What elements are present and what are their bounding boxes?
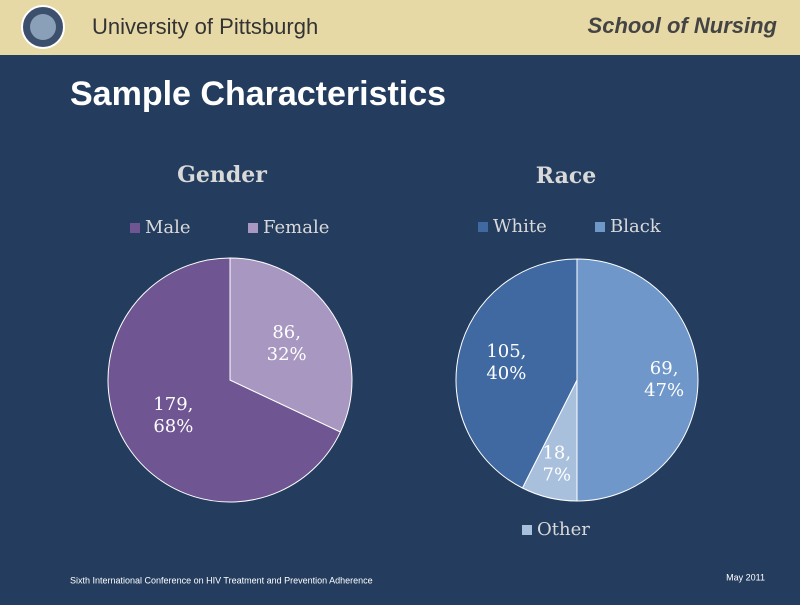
header-left: University of Pittsburgh [92,14,318,39]
pie-slice [455,258,578,489]
pie-slice [229,257,353,433]
slice-label: 69, [650,358,679,379]
legend-swatch [130,223,140,233]
slide-title: Sample Characteristics [70,75,446,113]
slice-label: 68% [153,416,193,437]
legend-swatch [595,222,605,232]
slice-label: 40% [486,363,526,384]
slice-label: 179, [153,394,193,415]
legend-label: Male [145,217,191,238]
pie-slice [107,257,342,503]
footer-right: May 2011 [726,572,765,582]
legend-label: Other [537,519,590,540]
slice-label: 47% [644,380,684,401]
legend-swatch [522,525,532,535]
chart-title: Race [536,163,596,189]
slice-label: 18, [542,443,571,464]
legend-label: Female [263,217,329,238]
slice-label: 86, [272,322,301,343]
legend-swatch [478,222,488,232]
pie-slice [576,258,699,502]
slice-label: 105, [486,341,526,362]
chart-title: Gender [177,162,267,188]
footer-left: Sixth International Conference on HIV Tr… [70,575,373,585]
logo-inner [30,14,56,40]
header-right: School of Nursing [588,13,778,38]
slice-label: 32% [267,344,307,365]
slice-label: 7% [543,465,572,486]
legend-label: Black [610,216,662,237]
header-band [0,0,800,55]
legend-swatch [248,223,258,233]
legend-label: White [493,216,547,237]
